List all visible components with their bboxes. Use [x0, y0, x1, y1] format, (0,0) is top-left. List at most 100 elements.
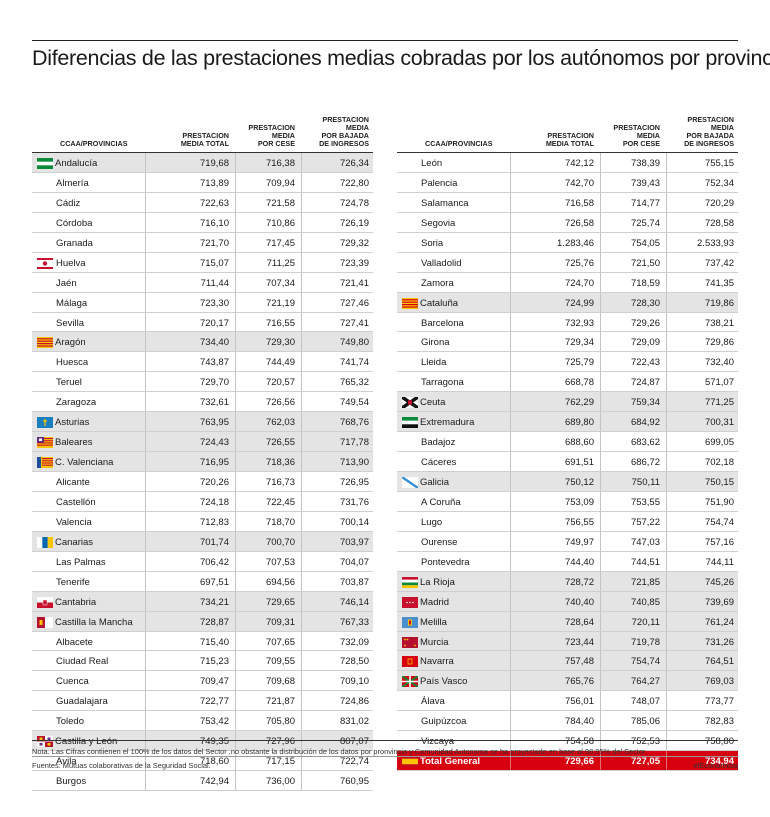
table-row-guadalajara: Guadalajara 722,77 721,87 724,86 [32, 691, 373, 712]
table-row-melilla: Melilla 728,64 720,11 761,24 [397, 611, 738, 632]
region-name: Pontevedra [421, 556, 470, 568]
value-c3: 807,07 [339, 736, 369, 748]
column-header-line: MEDIA [271, 131, 295, 140]
table-row-extremadura: Extremadura 689,80 684,92 700,31 [397, 412, 738, 433]
value-c3: 782,83 [704, 716, 734, 728]
region-name: Lugo [421, 516, 443, 528]
value-c2: 724,87 [630, 377, 660, 389]
column-header-region: CCAA/PROVINCIAS [60, 139, 128, 148]
column-separator [510, 571, 511, 591]
column-separator [301, 232, 302, 252]
column-separator [600, 192, 601, 212]
region-name: Burgos [56, 776, 87, 788]
column-separator [600, 332, 601, 352]
column-separator [600, 571, 601, 591]
region-name: Teruel [56, 377, 82, 389]
table-row-galicia: Galicia 750,12 750,11 750,15 [397, 472, 738, 492]
column-separator [666, 551, 667, 571]
value-c2: 716,38 [265, 158, 295, 169]
column-separator [301, 312, 302, 332]
value-c2: 716,55 [265, 317, 295, 329]
value-c1: 726,58 [564, 217, 594, 229]
value-c1: 729,70 [199, 377, 229, 389]
value-c1: 743,87 [199, 357, 229, 369]
column-separator [301, 491, 302, 511]
value-c2: 717,15 [265, 756, 295, 768]
castilla-la-mancha-flag-icon [37, 616, 53, 628]
value-c3: 751,90 [704, 496, 734, 508]
column-separator [235, 252, 236, 272]
value-c2: 727,96 [265, 736, 295, 748]
value-c1: 715,23 [199, 656, 229, 668]
column-separator [301, 771, 302, 790]
region-name: Castilla la Mancha [55, 616, 133, 628]
andalucia-flag-icon [37, 158, 53, 169]
column-separator [510, 472, 511, 491]
column-separator [510, 153, 511, 172]
value-c1: 688,60 [564, 437, 594, 449]
value-c1: 740,40 [564, 596, 594, 608]
column-separator [301, 332, 302, 352]
aragon-flag-icon [37, 337, 53, 349]
column-separator [235, 352, 236, 372]
value-c2: 709,31 [265, 616, 295, 628]
table-row-cordoba: Córdoba 716,10 710,86 726,19 [32, 212, 373, 233]
column-separator [600, 272, 601, 292]
value-c2: 762,03 [265, 417, 295, 429]
table-row-malaga: Málaga 723,30 721,19 727,46 [32, 292, 373, 313]
value-c3: 713,90 [339, 457, 369, 469]
column-header-line: PRESTACION [547, 131, 594, 140]
value-c2: 744,49 [265, 357, 295, 369]
column-header-c3: PRESTACION MEDIA POR BAJADA DE INGRESOS [319, 116, 369, 148]
value-c2: 759,34 [630, 397, 660, 409]
extremadura-flag-icon [402, 417, 418, 429]
value-c3: 720,29 [704, 197, 734, 209]
column-separator [600, 511, 601, 531]
value-c2: 757,22 [630, 516, 660, 528]
value-c3: 704,07 [339, 556, 369, 568]
value-c3: 724,78 [339, 197, 369, 209]
galicia-flag-icon [402, 477, 418, 488]
value-c2: 718,70 [265, 516, 295, 528]
value-c1: 720,26 [199, 477, 229, 488]
column-header-c1: PRESTACION MEDIA TOTAL [181, 132, 229, 148]
value-c3: 739,69 [704, 596, 734, 608]
table-row-a-coruna: A Coruña 753,09 753,55 751,90 [397, 491, 738, 512]
value-c3: 750,15 [704, 477, 734, 488]
value-c2: 718,36 [265, 457, 295, 469]
column-separator [510, 551, 511, 571]
table-row-ceuta: Ceuta 762,29 759,34 771,25 [397, 392, 738, 413]
table-row-cantabria: Cantabria 734,21 729,65 746,14 [32, 591, 373, 612]
column-separator [666, 272, 667, 292]
value-c1: 721,70 [199, 237, 229, 249]
column-header-c2: PRESTACION MEDIA POR CESE [248, 124, 295, 148]
region-name: Jaén [56, 277, 77, 289]
column-header-line: POR BAJADA [686, 131, 734, 140]
column-separator [301, 751, 302, 771]
espana-flag-icon [402, 756, 418, 768]
value-c1: 749,97 [564, 536, 594, 548]
column-separator [301, 551, 302, 571]
value-c1: 716,95 [199, 457, 229, 469]
column-separator [301, 272, 302, 292]
column-separator [145, 611, 146, 631]
region-name: Huelva [56, 257, 86, 269]
table-row-las-palmas: Las Palmas 706,42 707,53 704,07 [32, 551, 373, 572]
ceuta-flag-icon [402, 397, 418, 409]
value-c1: 725,76 [564, 257, 594, 269]
value-c3: 771,25 [704, 397, 734, 409]
murcia-flag-icon [402, 636, 418, 648]
column-header-line: PRESTACION [687, 115, 734, 124]
table-row-aragon: Aragón 734,40 729,30 749,80 [32, 332, 373, 353]
table-row-huelva: Huelva 715,07 711,25 723,39 [32, 252, 373, 273]
table-row-teruel: Teruel 729,70 720,57 765,32 [32, 372, 373, 393]
column-separator [666, 372, 667, 392]
region-name: Navarra [420, 656, 454, 668]
table-row-cadiz: Cádiz 722,63 721,58 724,78 [32, 192, 373, 213]
column-separator [600, 491, 601, 511]
region-name: Huesca [56, 357, 89, 369]
region-name: Soria [421, 237, 444, 249]
region-name: Canarias [55, 536, 94, 548]
value-c3: 726,95 [339, 477, 369, 488]
column-separator [666, 432, 667, 452]
